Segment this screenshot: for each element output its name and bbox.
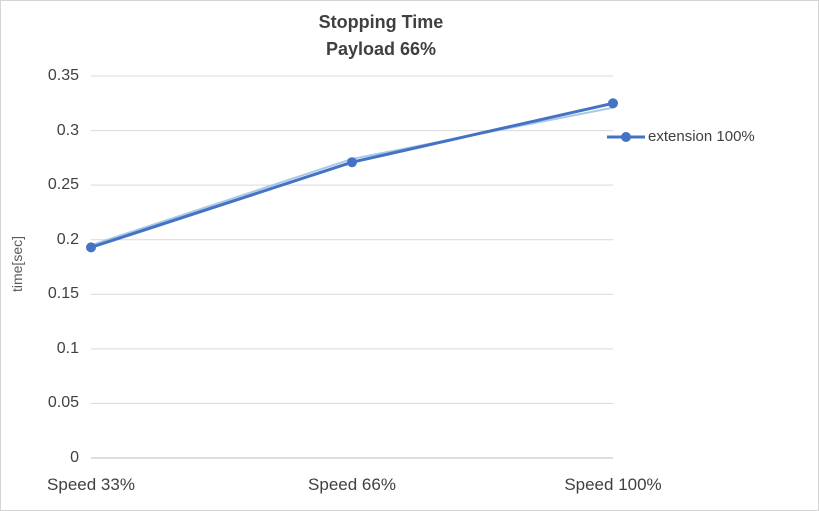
- legend-label: extension 100%: [648, 128, 755, 145]
- y-tick-label: 0.2: [56, 230, 79, 248]
- data-point-marker: [86, 242, 96, 253]
- y-tick-label: 0.05: [47, 394, 79, 412]
- series-line: [89, 101, 615, 249]
- y-tick-label: 0.1: [56, 339, 79, 357]
- y-tick-label: 0: [70, 449, 79, 466]
- y-tick-label: 0.35: [47, 67, 79, 84]
- light-secondary-line: [90, 106, 614, 247]
- y-tick-label: 0.3: [56, 121, 79, 139]
- chart-subtitle: Payload 66%: [325, 39, 437, 59]
- legend: extension 100%: [607, 128, 755, 145]
- x-category-label: Speed 100%: [564, 475, 662, 494]
- x-category-label: Speed 33%: [47, 475, 135, 494]
- data-point-marker: [608, 98, 618, 109]
- x-category-label: Speed 66%: [308, 475, 396, 494]
- y-tick-label: 0.15: [47, 285, 79, 303]
- y-tick-label: 0.25: [47, 176, 79, 194]
- chart-title: Stopping Time: [318, 12, 444, 32]
- chart-title-block: Stopping Time Payload 66%: [1, 9, 761, 63]
- data-point-marker: [347, 157, 357, 168]
- legend-line-marker-icon: [607, 131, 645, 142]
